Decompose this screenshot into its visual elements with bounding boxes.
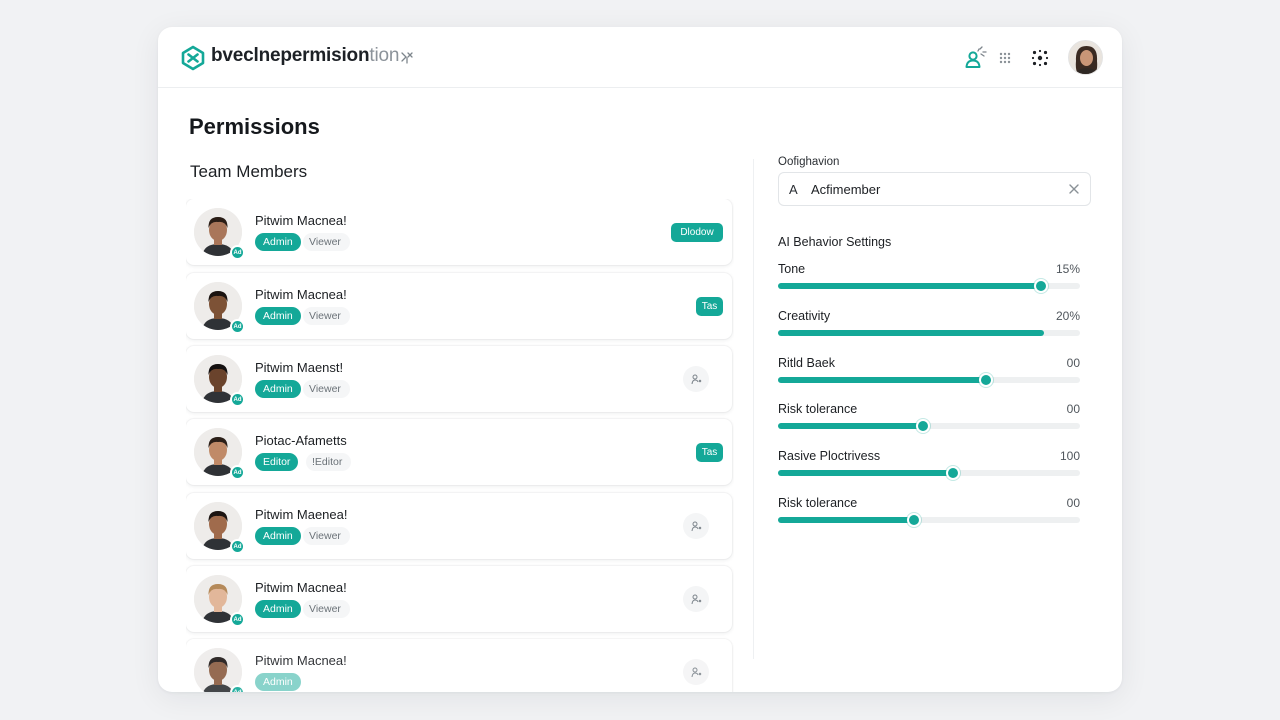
role-pill[interactable]: Admin	[255, 600, 301, 618]
setting-value: 00	[1066, 356, 1080, 370]
member-status-badge: Ad	[230, 392, 245, 407]
setting-label: Rasive Ploctrivess	[778, 449, 881, 463]
member-status-badge: Ad	[230, 465, 245, 480]
apps-grid-icon[interactable]	[991, 44, 1019, 72]
slider-handle[interactable]	[906, 513, 921, 527]
setting-value: 00	[1066, 402, 1080, 416]
member-name: Pitwim Macnea!	[255, 580, 347, 595]
role-pill[interactable]: Admin	[255, 673, 301, 691]
member-action-button[interactable]: Tas	[696, 297, 723, 316]
setting-slider[interactable]	[778, 466, 1080, 480]
setting-label: Ritld Baek	[778, 356, 835, 370]
user-avatar[interactable]	[1068, 40, 1103, 75]
logo-icon	[181, 45, 205, 71]
member-row[interactable]: Ad Piotac-Afametts Editor !Editor Tas	[186, 419, 732, 485]
slider-fill	[778, 330, 1044, 336]
setting-slider[interactable]	[778, 330, 1080, 336]
secondary-role-pill[interactable]: Viewer	[303, 380, 350, 398]
setting-slider[interactable]	[778, 279, 1080, 293]
setting-label: Creativity	[778, 309, 831, 323]
setting-value: 00	[1066, 496, 1080, 510]
ai-setting: Creativity 20%	[778, 309, 1082, 339]
setting-slider[interactable]	[778, 513, 1080, 527]
member-avatar	[194, 502, 242, 550]
member-name: Piotac-Afametts	[255, 433, 347, 448]
slider-fill	[778, 283, 1041, 289]
member-avatar	[194, 208, 242, 256]
top-header: bvecl​nepermisiontion	[158, 27, 1122, 88]
slider-fill	[778, 470, 954, 476]
slider-handle[interactable]	[979, 373, 994, 387]
search-prefix: A	[789, 182, 798, 197]
setting-label: Risk tolerance	[778, 496, 858, 510]
team-members-heading: Team Members	[190, 162, 308, 181]
secondary-role-pill[interactable]: Viewer	[303, 527, 350, 545]
app-window: bvecl​nepermisiontion	[158, 27, 1122, 692]
member-name: Pitwim Maenea!	[255, 507, 348, 522]
member-action-button[interactable]: Tas	[696, 443, 723, 462]
ai-setting: Tone 15%	[778, 262, 1082, 293]
ai-setting: Ritld Baek 00	[778, 356, 1082, 387]
slider-fill	[778, 377, 987, 383]
member-avatar	[194, 428, 242, 476]
member-avatar	[194, 648, 242, 692]
setting-slider[interactable]	[778, 419, 1080, 433]
ai-setting: Risk tolerance 00	[778, 496, 1082, 527]
close-icon[interactable]	[1067, 182, 1081, 196]
member-name: Pitwim Macnea!	[255, 213, 347, 228]
setting-label: Risk tolerance	[778, 402, 858, 416]
role-pill[interactable]: Admin	[255, 527, 301, 545]
member-name: Pitwim Macnea!	[255, 287, 347, 302]
member-settings-icon[interactable]	[683, 659, 709, 685]
member-status-badge: Ad	[230, 319, 245, 334]
brand-name: bvecl​nepermisiontion	[211, 45, 400, 66]
member-row[interactable]: Ad Pitwim Macnea! Admin Viewer	[186, 566, 732, 632]
column-divider	[753, 159, 754, 659]
page-title: Permissions	[189, 114, 320, 139]
member-settings-icon[interactable]	[683, 586, 709, 612]
member-status-badge: Ad	[230, 539, 245, 554]
member-row[interactable]: Ad Pitwim Macnea! Admin Viewer Tas	[186, 273, 732, 339]
member-row[interactable]: Ad Pitwim Maenea! Admin Viewer	[186, 493, 732, 559]
member-row[interactable]: Ad Pitwim Macnea! Admin	[186, 639, 732, 692]
slider-handle[interactable]	[946, 466, 961, 480]
setting-value: 100	[1059, 449, 1080, 463]
sparkle-icon	[401, 52, 413, 64]
team-members-list: Ad Pitwim Macnea! Admin Viewer Dlodow Ad Pitwi…	[186, 199, 734, 692]
member-settings-icon[interactable]	[683, 513, 709, 539]
setting-label: Tone	[778, 262, 806, 276]
member-name: Pitwim Macnea!	[255, 653, 347, 668]
member-row[interactable]: Ad Pitwim Maenst! Admin Viewer	[186, 346, 732, 412]
secondary-role-pill[interactable]: Viewer	[303, 600, 350, 618]
setting-value: 20%	[1055, 309, 1080, 323]
ai-behavior-heading: AI Behavior Settings	[778, 235, 892, 249]
settings-dots-icon[interactable]	[1026, 44, 1054, 72]
setting-slider[interactable]	[778, 373, 1080, 387]
slider-handle[interactable]	[915, 419, 930, 433]
member-status-badge: Ad	[230, 685, 245, 692]
role-pill[interactable]: Admin	[255, 233, 301, 251]
search-input[interactable]	[811, 179, 1061, 199]
role-pill[interactable]: Editor	[255, 453, 299, 471]
member-name: Pitwim Maenst!	[255, 360, 344, 375]
secondary-role-pill[interactable]: Viewer	[303, 307, 350, 325]
secondary-role-pill[interactable]: !Editor	[306, 453, 352, 471]
member-status-badge: Ad	[230, 612, 245, 627]
slider-handle[interactable]	[1033, 279, 1048, 293]
role-pill[interactable]: Admin	[255, 307, 301, 325]
member-row[interactable]: Ad Pitwim Macnea! Admin Viewer Dlodow	[186, 199, 732, 265]
ai-setting: Rasive Ploctrivess 100	[778, 449, 1082, 480]
secondary-role-pill[interactable]: Viewer	[303, 233, 350, 251]
member-action-button[interactable]: Dlodow	[671, 223, 723, 242]
member-status-badge: Ad	[230, 245, 245, 260]
setting-value: 15%	[1055, 262, 1080, 276]
user-check-icon[interactable]	[961, 44, 989, 72]
role-pill[interactable]: Admin	[255, 380, 301, 398]
member-settings-icon[interactable]	[683, 366, 709, 392]
slider-fill	[778, 423, 923, 429]
search-label: Oofighavion	[778, 156, 840, 168]
search-box[interactable]: A	[778, 172, 1091, 206]
slider-fill	[778, 517, 914, 523]
ai-setting: Risk tolerance 00	[778, 402, 1082, 433]
